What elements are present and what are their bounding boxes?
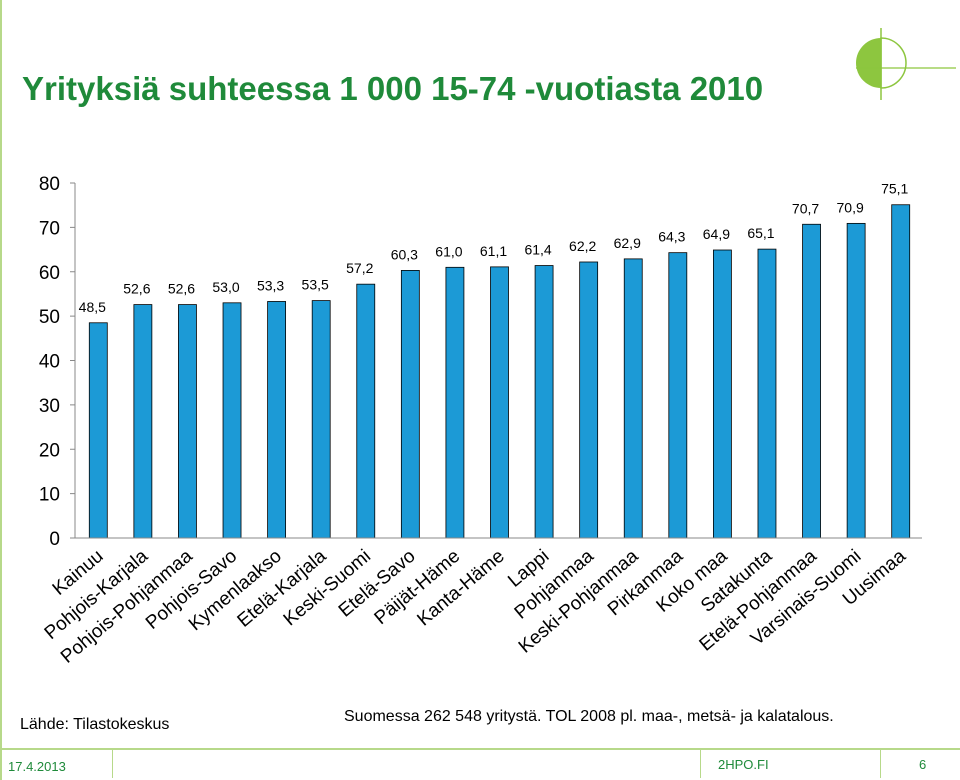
data-label: 65,1	[747, 225, 774, 241]
bar	[222, 302, 242, 539]
data-label: 52,6	[168, 281, 195, 297]
y-tick-label: 20	[39, 440, 60, 461]
bar	[311, 300, 331, 539]
footer-site: 2HPO.FI	[718, 757, 769, 772]
data-label: 61,4	[524, 242, 551, 258]
bar	[267, 301, 287, 539]
data-label: 48,5	[79, 299, 106, 315]
bar	[445, 266, 465, 539]
data-label: 53,5	[302, 277, 329, 293]
y-tick-label: 70	[39, 218, 60, 239]
bar-chart: 0 10 20 30 40 50 60 70 80 48,5 52,6 52,6 53,0 53,3 53…	[39, 174, 922, 668]
footer-date: 17.4.2013	[8, 759, 66, 774]
data-label: 70,9	[837, 199, 864, 215]
footer-divider	[0, 748, 960, 750]
y-tick-label: 80	[39, 174, 60, 195]
page-number: 6	[919, 757, 927, 772]
data-label: 62,2	[569, 238, 596, 254]
bar	[712, 249, 732, 539]
bar	[88, 322, 108, 539]
data-label: 64,9	[703, 226, 730, 242]
x-axis: KainuuPohjois-KarjalaPohjois-PohjanmaaPo…	[41, 537, 922, 668]
y-tick-label: 60	[39, 263, 60, 284]
data-label: 53,3	[257, 277, 284, 293]
bar	[490, 266, 509, 539]
slide-border-left	[0, 0, 2, 780]
data-label: 61,0	[435, 243, 462, 259]
data-label: 52,6	[123, 281, 150, 297]
bar	[133, 304, 153, 539]
data-label: 70,7	[792, 200, 819, 216]
data-label: 53,0	[212, 279, 239, 295]
value-labels: 48,5 52,6 52,6 53,0 53,3 53,5 57,2 60,3 61,0 61,1…	[79, 181, 909, 315]
data-label: 64,3	[658, 229, 685, 245]
bar	[668, 252, 688, 539]
bar	[846, 222, 866, 539]
bar	[802, 223, 821, 539]
y-tick-label: 10	[39, 485, 60, 506]
bar	[356, 283, 376, 539]
data-label: 62,9	[614, 235, 641, 251]
y-tick-label: 50	[39, 307, 60, 328]
y-tick-label: 0	[49, 529, 60, 550]
bar	[400, 270, 420, 539]
data-label: 57,2	[346, 260, 373, 276]
bars	[88, 204, 911, 539]
data-label: 61,1	[480, 243, 507, 259]
bar	[623, 258, 643, 539]
y-axis: 0 10 20 30 40 50 60 70 80	[39, 174, 76, 550]
footer-separator	[700, 750, 701, 778]
data-label: 75,1	[881, 181, 908, 197]
data-label: 60,3	[391, 246, 418, 262]
bar	[757, 248, 777, 539]
logo-icon	[856, 28, 956, 100]
y-tick-label: 40	[39, 352, 60, 373]
y-tick-label: 30	[39, 396, 60, 417]
slide-title: Yrityksiä suhteessa 1 000 15-74 -vuotias…	[22, 70, 764, 107]
footnote: Suomessa 262 548 yritystä. TOL 2008 pl. …	[344, 708, 834, 725]
bar	[534, 265, 554, 539]
footer-separator	[880, 750, 881, 778]
bar	[891, 204, 911, 539]
source-note: Lähde: Tilastokeskus	[20, 716, 170, 733]
bar	[178, 304, 197, 539]
footer-separator	[112, 750, 113, 778]
bar	[579, 261, 599, 539]
